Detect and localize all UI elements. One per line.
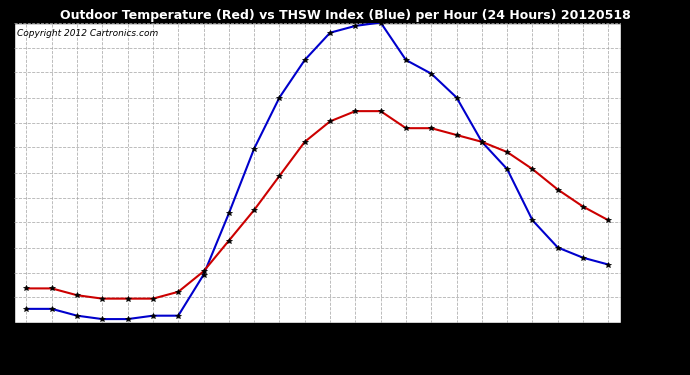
Text: Outdoor Temperature (Red) vs THSW Index (Blue) per Hour (24 Hours) 20120518: Outdoor Temperature (Red) vs THSW Index …: [59, 9, 631, 22]
Text: Copyright 2012 Cartronics.com: Copyright 2012 Cartronics.com: [17, 28, 158, 38]
